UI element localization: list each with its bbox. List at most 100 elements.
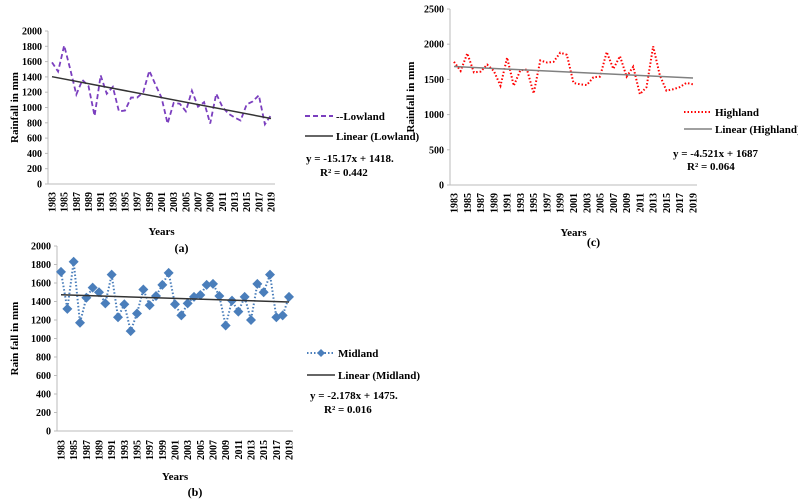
- data-point-marker: [170, 299, 180, 310]
- x-axis-title: Years: [162, 471, 189, 483]
- x-tick-label: 1991: [107, 440, 118, 460]
- x-tick-label: 1993: [120, 440, 131, 460]
- data-point-marker: [106, 269, 117, 280]
- x-tick-label: 2015: [662, 193, 673, 213]
- x-tick-label: 2019: [689, 193, 700, 213]
- y-tick-label: 400: [36, 390, 51, 401]
- x-tick-label: 1995: [133, 440, 144, 460]
- panel-label: (b): [188, 485, 203, 499]
- x-tick-label: 2015: [259, 440, 270, 460]
- y-tick-label: 1400: [22, 72, 42, 83]
- trend-line: [453, 65, 694, 79]
- x-tick-label: 1995: [529, 193, 540, 213]
- y-tick-label: 1200: [22, 88, 42, 99]
- y-tick-label: 1800: [31, 260, 51, 271]
- data-point-marker: [68, 256, 79, 267]
- trend-r-squared: R² = 0.016: [324, 404, 372, 416]
- series-highland-line: [453, 46, 694, 97]
- y-tick-label: 2500: [424, 5, 444, 16]
- chart-b: 0 200 400 600 800 1000 1200 1400 1600 1800 2000 198…: [9, 242, 420, 500]
- x-tick-label: 1989: [489, 193, 500, 213]
- y-tick-label: 1000: [22, 103, 42, 114]
- x-tick-label: 1983: [48, 192, 59, 212]
- x-tick-label: 1993: [108, 192, 119, 212]
- y-tick-label: 2000: [31, 242, 51, 253]
- x-tick-label: 1997: [133, 192, 144, 212]
- x-tick-label: 1999: [145, 192, 156, 212]
- data-point-marker: [125, 326, 136, 337]
- x-tick-label: 1987: [72, 192, 83, 212]
- trend-equation: y = -2.178x + 1475.: [310, 390, 398, 402]
- x-tick-label: 1987: [82, 440, 93, 460]
- data-point-marker: [132, 308, 142, 319]
- x-tick-label: 2003: [183, 440, 194, 460]
- x-tick-label: 2011: [635, 193, 646, 212]
- data-point-marker: [233, 306, 244, 317]
- data-point-marker: [284, 291, 294, 302]
- x-tick-label: 1999: [158, 440, 169, 460]
- x-tick-label: 1995: [121, 192, 132, 212]
- y-axis-title: Rainfall in mm: [405, 62, 417, 133]
- y-tick-label: 1600: [22, 57, 42, 68]
- x-tick-label: 2005: [196, 440, 207, 460]
- trend-line: [51, 75, 272, 120]
- data-point-marker: [144, 300, 155, 311]
- x-tick-label: 2019: [267, 192, 278, 212]
- x-axis-title: Years: [148, 226, 175, 238]
- x-tick-label: 1993: [516, 193, 527, 213]
- data-point-marker: [157, 279, 168, 290]
- x-tick-label: 1997: [542, 193, 553, 213]
- x-axis-title: Years: [560, 227, 587, 239]
- data-point-marker: [201, 279, 212, 290]
- x-tick-label: 2003: [169, 192, 180, 212]
- data-point-marker: [208, 278, 218, 289]
- y-tick-label: 400: [27, 149, 42, 160]
- x-tick-label: 2001: [569, 193, 580, 213]
- data-point-marker: [119, 299, 130, 310]
- x-tick-label: 2003: [582, 193, 593, 213]
- legend-label-trend: Linear (Highland): [715, 124, 798, 136]
- x-tick-label: 2009: [622, 193, 633, 213]
- y-tick-label: 200: [36, 408, 51, 419]
- y-tick-label: 1200: [31, 316, 51, 327]
- x-tick-label: 2007: [209, 440, 220, 460]
- y-tick-label: 500: [429, 145, 444, 156]
- y-tick-label: 800: [36, 353, 51, 364]
- data-point-marker: [252, 278, 263, 289]
- data-point-marker: [182, 298, 193, 309]
- data-point-marker: [100, 298, 111, 309]
- y-tick-label: 600: [27, 134, 42, 145]
- data-point-marker: [258, 287, 269, 298]
- x-tick-label: 2011: [234, 440, 245, 459]
- trend-equation: y = -15.17x + 1418.: [306, 153, 394, 165]
- chart-a: 0 200 400 600 800 1000 1200 1400 1600 1800 2000 198…: [9, 27, 420, 256]
- data-point-marker: [62, 303, 73, 314]
- data-point-marker: [56, 266, 66, 277]
- trend-r-squared: R² = 0.442: [320, 167, 368, 179]
- trend-line: [60, 294, 290, 303]
- panel-label: (c): [587, 235, 600, 249]
- y-tick-label: 0: [46, 427, 51, 438]
- y-tick-label: 600: [36, 371, 51, 382]
- legend-label-trend: Linear (Lowland): [336, 131, 420, 143]
- x-tick-label: 1983: [450, 193, 461, 213]
- y-tick-label: 1400: [31, 297, 51, 308]
- data-point-marker: [176, 310, 187, 321]
- x-tick-label: 1989: [84, 192, 95, 212]
- x-tick-label: 2017: [675, 193, 686, 213]
- data-point-marker: [265, 269, 275, 280]
- x-tick-label: 1991: [96, 192, 107, 212]
- data-point-marker: [81, 292, 92, 303]
- y-tick-label: 0: [37, 180, 42, 191]
- y-axis-title: Rain fall in mm: [9, 302, 21, 376]
- data-point-marker: [138, 284, 149, 295]
- y-tick-label: 1000: [31, 334, 51, 345]
- x-tick-label: 2017: [272, 440, 283, 460]
- y-axis-title: Rainfall in mm: [9, 72, 21, 143]
- x-tick-label: 1991: [503, 193, 514, 213]
- y-tick-label: 1600: [31, 279, 51, 290]
- x-tick-label: 2001: [171, 440, 182, 460]
- legend-label-series: Highland: [715, 107, 759, 119]
- x-tick-label: 2013: [247, 440, 258, 460]
